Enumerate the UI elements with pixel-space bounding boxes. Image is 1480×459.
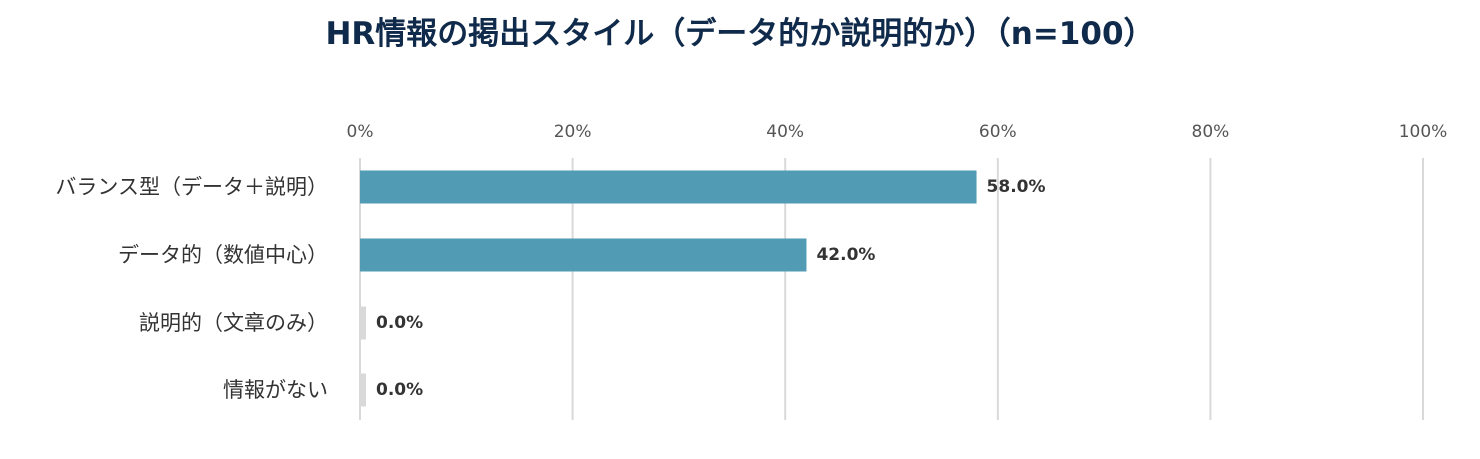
- data-label: 42.0%: [816, 245, 875, 265]
- category-labels: バランス型（データ＋説明） データ的（数値中心） 説明的（文章のみ） 情報がない: [55, 175, 328, 402]
- category-label: 情報がない: [223, 378, 328, 402]
- x-tick-label: 60%: [979, 122, 1017, 142]
- data-label: 0.0%: [376, 313, 423, 333]
- category-label: 説明的（文章のみ）: [139, 311, 328, 335]
- bars: [360, 170, 977, 407]
- data-labels: 58.0% 42.0% 0.0% 0.0%: [376, 177, 1046, 400]
- bar: [360, 373, 366, 407]
- category-label: データ的（数値中心）: [118, 243, 328, 267]
- bar: [360, 170, 977, 204]
- data-label: 58.0%: [987, 177, 1046, 197]
- bar: [360, 238, 807, 272]
- x-axis-ticks: 0% 20% 40% 60% 80% 100%: [347, 122, 1448, 142]
- bar: [360, 306, 366, 340]
- category-label: バランス型（データ＋説明）: [55, 175, 328, 199]
- chart-title: HR情報の掲出スタイル（データ的か説明的か）（n=100）: [325, 16, 1155, 52]
- x-tick-label: 100%: [1399, 122, 1448, 142]
- x-tick-label: 0%: [347, 122, 374, 142]
- x-tick-label: 20%: [554, 122, 592, 142]
- data-label: 0.0%: [376, 380, 423, 400]
- x-tick-label: 80%: [1192, 122, 1230, 142]
- x-tick-label: 40%: [766, 122, 804, 142]
